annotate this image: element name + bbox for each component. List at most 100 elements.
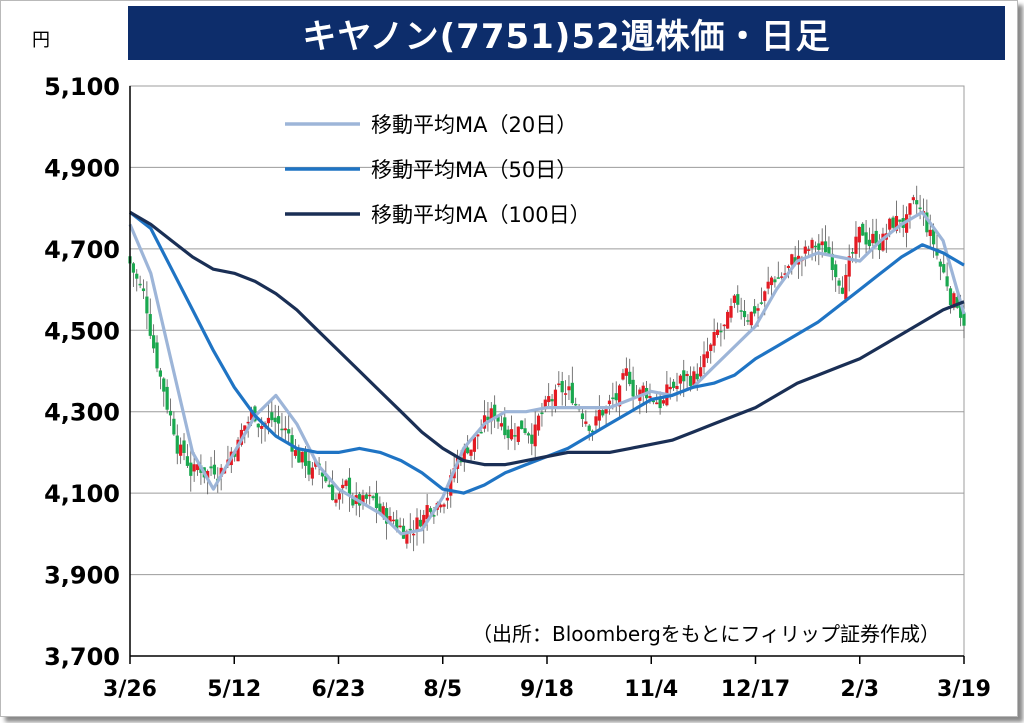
candle-body <box>655 402 659 405</box>
candle-body <box>212 464 217 475</box>
candle-body <box>817 243 821 250</box>
candle-body <box>148 314 152 336</box>
candle-body <box>729 306 733 318</box>
candle-body <box>628 371 632 385</box>
x-tick-label: 8/5 <box>423 677 462 702</box>
candle-body <box>496 416 500 422</box>
candle-body <box>955 296 959 308</box>
candle-body <box>408 528 412 531</box>
candle-body <box>756 308 760 311</box>
candle-body <box>155 342 159 369</box>
candle-body <box>479 431 483 434</box>
candle-body <box>834 264 838 278</box>
y-tick-label: 4,900 <box>44 154 120 182</box>
candle-body <box>195 464 200 471</box>
candle-body <box>861 223 865 236</box>
chart-title-text: キヤノン(7751)52週株価・日足 <box>302 16 831 57</box>
candle-body <box>888 218 892 230</box>
candle-body <box>830 253 834 270</box>
candle-body <box>753 306 757 314</box>
candle-body <box>918 207 922 210</box>
candle-body <box>172 418 176 435</box>
candle-body <box>840 287 845 294</box>
candle-body <box>192 464 196 472</box>
candle-body <box>287 429 291 434</box>
candle-body <box>320 472 325 477</box>
candle-body <box>523 428 527 433</box>
candle-body <box>260 426 264 429</box>
ma-line-ma50 <box>129 210 965 495</box>
candle-body <box>165 386 169 410</box>
legend-label-ma100: 移動平均MA（100日） <box>371 203 591 227</box>
candle-body <box>145 296 149 314</box>
y-axis-unit-label: 円 <box>32 30 50 51</box>
candle-body <box>530 434 534 444</box>
candle-body <box>385 508 389 524</box>
legend-label-ma20: 移動平均MA（20日） <box>371 113 577 137</box>
x-tick-label: 3/19 <box>937 677 991 702</box>
candle-body <box>550 399 554 402</box>
candle-body <box>867 239 872 247</box>
candle-body <box>391 519 395 522</box>
candle-body <box>908 203 912 215</box>
candle-body <box>648 396 652 399</box>
candle-body <box>948 288 953 306</box>
candle-body <box>395 519 399 529</box>
candle-body <box>418 519 422 527</box>
candle-body <box>283 428 287 431</box>
candle-body <box>347 477 352 497</box>
candle-body <box>533 424 537 447</box>
candle-body <box>837 280 841 286</box>
candle-body <box>611 397 615 400</box>
candle-body <box>651 400 655 403</box>
candle-body <box>425 505 429 520</box>
candle-body <box>449 475 453 496</box>
candle-body <box>405 530 409 544</box>
candle-body <box>726 311 730 329</box>
candle-body <box>233 453 237 457</box>
candle-body <box>945 276 949 287</box>
candle-body <box>374 492 379 509</box>
candle-body <box>540 412 544 415</box>
candle-body <box>712 331 716 346</box>
ma-line-ma100 <box>129 210 965 467</box>
candle-body <box>709 344 713 351</box>
candle-body <box>699 367 703 377</box>
candle-body <box>486 416 490 421</box>
candle-body <box>547 396 551 403</box>
candle-body <box>580 413 585 420</box>
candle-body <box>152 335 156 349</box>
candle-body <box>175 435 179 454</box>
candle-body <box>925 212 929 233</box>
candle-body <box>702 354 706 368</box>
candle-body <box>813 245 818 248</box>
y-tick-label: 3,900 <box>44 562 120 590</box>
candle-body <box>324 475 328 482</box>
candle-body <box>587 425 591 431</box>
candle-body <box>327 484 331 488</box>
candle-body <box>617 385 622 407</box>
candle-body <box>641 385 645 396</box>
candle-body <box>567 386 571 391</box>
candle-body <box>185 456 190 466</box>
candle-body <box>759 302 764 304</box>
candle-body <box>307 460 311 475</box>
candle-body <box>807 249 811 251</box>
candle-body <box>810 239 814 249</box>
candle-body <box>894 215 899 231</box>
candle-body <box>526 433 531 436</box>
candle-body <box>932 229 936 245</box>
candle-body <box>607 400 612 405</box>
candle-body <box>141 288 146 292</box>
candle-body <box>719 330 723 333</box>
candle-body <box>658 397 662 409</box>
candle-body <box>509 429 514 440</box>
candle-body <box>469 449 473 456</box>
candle-body <box>695 373 699 380</box>
candle-body <box>138 283 142 286</box>
candle-body <box>293 450 298 456</box>
candle-body <box>276 416 281 424</box>
candle-body <box>412 533 416 536</box>
candle-body <box>560 381 564 393</box>
chart-title: キヤノン(7751)52週株価・日足 <box>128 6 1005 60</box>
